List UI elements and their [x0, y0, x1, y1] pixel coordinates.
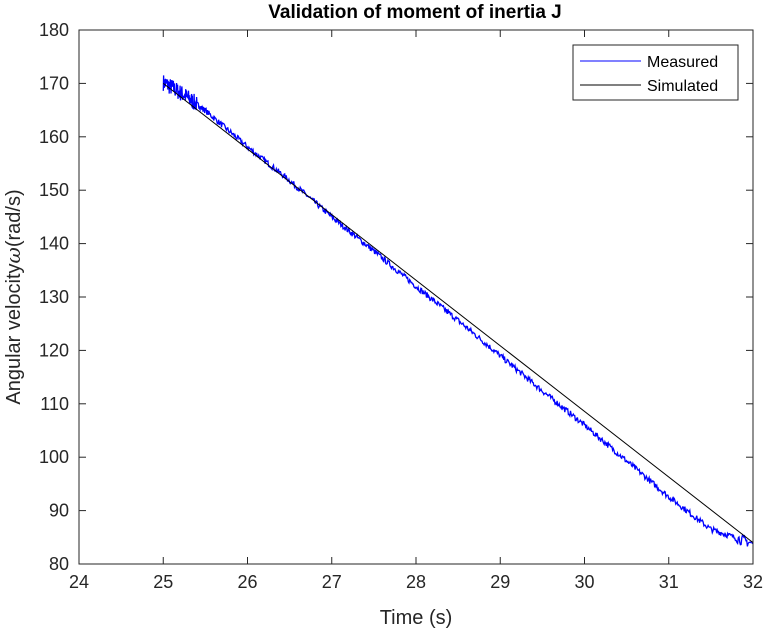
y-axis-label: Angular velocityω(rad/s) — [1, 189, 25, 404]
axes-box — [78, 29, 754, 565]
legend-label-measured: Measured — [647, 54, 718, 71]
y-tick-label: 180 — [39, 20, 69, 40]
y-tick-label: 150 — [39, 180, 69, 200]
y-axis-label-symbol: ω — [1, 247, 25, 263]
y-axis-label-prefix: Angular velocity — [3, 263, 25, 404]
x-tick-label: 32 — [743, 572, 763, 592]
y-tick-label: 130 — [39, 287, 69, 307]
x-tick-label: 28 — [406, 572, 426, 592]
chart-title: Validation of moment of inertia J — [268, 2, 561, 23]
y-tick-label: 100 — [39, 447, 69, 467]
x-tick-label: 31 — [659, 572, 679, 592]
y-tick-label: 80 — [49, 554, 69, 574]
plot-area — [79, 30, 753, 564]
legend: Measured Simulated — [572, 44, 739, 101]
x-tick-label: 29 — [490, 572, 510, 592]
x-tick-label: 24 — [69, 572, 89, 592]
series-line-simulated — [162, 83, 754, 543]
x-tick-label: 27 — [322, 572, 342, 592]
y-tick-label: 120 — [39, 340, 69, 360]
series-layer — [162, 75, 754, 547]
x-tick-label: 30 — [574, 572, 594, 592]
series-line-measured — [162, 75, 754, 547]
x-axis-label: Time (s) — [380, 607, 453, 629]
legend-label-simulated: Simulated — [647, 78, 718, 95]
x-tick-label: 25 — [153, 572, 173, 592]
y-tick-label: 160 — [39, 127, 69, 147]
y-tick-label: 140 — [39, 234, 69, 254]
y-tick-label: 90 — [49, 501, 69, 521]
axis-ticks: 24 25 26 27 28 29 30 31 32 80 90 100 110 120 130 140 150… — [39, 20, 763, 592]
y-axis-label-suffix: (rad/s) — [3, 189, 25, 247]
y-tick-label: 170 — [39, 73, 69, 93]
x-tick-label: 26 — [237, 572, 257, 592]
y-tick-label: 110 — [40, 394, 69, 414]
legend-box — [572, 44, 739, 101]
